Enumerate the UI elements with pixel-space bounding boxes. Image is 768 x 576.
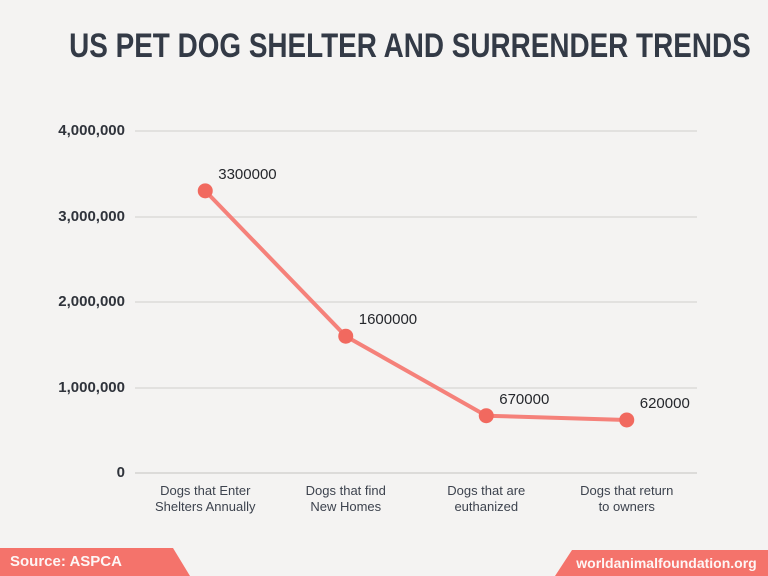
x-axis-label: Dogs that Enter Shelters Annually xyxy=(120,483,290,515)
y-tick-label: 0 xyxy=(116,464,125,481)
x-axis-label: Dogs that return to owners xyxy=(542,483,712,515)
gridline xyxy=(135,472,697,474)
gridline xyxy=(135,130,697,132)
data-point xyxy=(338,328,354,344)
website-badge: worldanimalfoundation.org xyxy=(555,550,768,576)
gridline xyxy=(135,301,697,303)
data-point xyxy=(619,412,635,428)
y-tick-label: 2,000,000 xyxy=(58,293,125,310)
data-point xyxy=(197,183,213,199)
x-axis-label-line: Dogs that return xyxy=(580,483,674,498)
y-tick-label: 3,000,000 xyxy=(58,207,125,225)
data-point-label: 620000 xyxy=(639,394,690,412)
x-axis-label: Dogs that find New Homes xyxy=(261,483,431,515)
gridline xyxy=(135,215,697,218)
data-point-label: 670000 xyxy=(499,390,550,408)
source-label: Source: ASPCA xyxy=(10,553,122,570)
x-axis-label-line: New Homes xyxy=(310,499,382,514)
x-axis-label-line: to owners xyxy=(598,499,655,514)
y-tick-label: 4,000,000 xyxy=(58,122,125,139)
x-axis-label-line: Dogs that Enter xyxy=(160,483,251,498)
y-tick-label: 1,000,000 xyxy=(58,378,125,396)
data-point xyxy=(478,408,494,424)
x-axis-label-line: Dogs that find xyxy=(305,483,386,498)
x-axis-label: Dogs that are euthanized xyxy=(401,483,571,515)
chart-title: US PET DOG SHELTER AND SURRENDER TRENDS xyxy=(69,27,751,65)
gridline xyxy=(135,386,697,389)
x-axis-label-line: Dogs that are xyxy=(447,483,526,498)
x-axis-label-line: Shelters Annually xyxy=(155,499,256,514)
data-point-label: 3300000 xyxy=(218,165,277,183)
x-axis-label-line: euthanized xyxy=(454,499,519,514)
trend-line xyxy=(203,188,629,422)
website-label: worldanimalfoundation.org xyxy=(576,555,757,571)
source-badge: Source: ASPCA xyxy=(0,548,190,576)
data-point-label: 1600000 xyxy=(358,311,418,329)
